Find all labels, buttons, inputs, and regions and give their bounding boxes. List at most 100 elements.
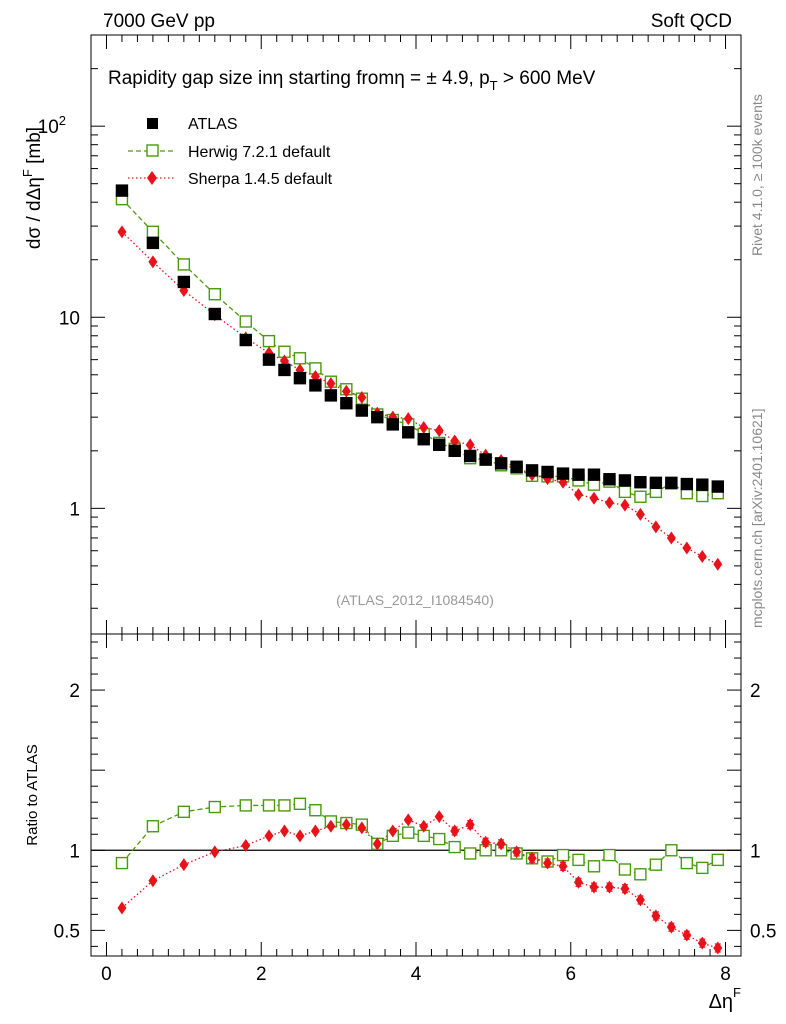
atlas-point (494, 457, 508, 470)
x-tick-label: 6 (565, 964, 576, 985)
ratio-sherpa-point (326, 819, 336, 833)
ratio-sherpa-point (419, 819, 429, 833)
ratio-y-tick-label: 0.5 (54, 921, 80, 942)
ratio-herwig-point (587, 860, 601, 873)
ratio-frame (90, 633, 742, 957)
atlas-point (402, 426, 415, 439)
herwig-point (618, 485, 632, 499)
atlas-point (680, 477, 694, 491)
herwig-point (208, 288, 222, 301)
ratio-y-tick-label-right: 0.5 (750, 921, 776, 942)
herwig-line (121, 198, 718, 498)
ratio-herwig-point (309, 804, 322, 817)
sherpa-point (620, 498, 630, 512)
sherpa-point (403, 412, 413, 426)
ratio-sherpa-point (210, 845, 220, 859)
ratio-herwig-point (665, 844, 678, 857)
main-title: Rapidity gap size inη starting fromη = ±… (108, 68, 596, 93)
ratio-sherpa-point (651, 909, 661, 923)
ratio-sherpa-point (697, 936, 707, 950)
axes-layer: 0 2 4 6 8 1 10 102 0.5 0.5 1 1 2 2 (38, 34, 776, 985)
atlas-point (649, 476, 663, 490)
sherpa-point (682, 541, 692, 555)
ratio-sherpa-point (465, 818, 475, 832)
ratio-herwig-point (146, 820, 160, 833)
sherpa-point (117, 225, 127, 239)
ratio-herwig-point (556, 848, 570, 862)
sherpa-point (419, 420, 429, 434)
atlas-point (587, 468, 601, 481)
ratio-sherpa-point (635, 893, 645, 907)
ratio-herwig-point (463, 847, 477, 860)
atlas-point (208, 307, 222, 321)
sherpa-point (341, 384, 351, 398)
atlas-point (525, 464, 539, 477)
series-layer (115, 184, 724, 955)
atlas-point (371, 410, 384, 424)
ratio-sherpa-point (589, 880, 599, 894)
ratio-sherpa-point (295, 829, 305, 843)
herwig-point (262, 334, 276, 348)
atlas-point (309, 379, 322, 392)
atlas-point (572, 468, 585, 481)
atlas-point (324, 389, 338, 402)
ratio-sherpa-point (241, 838, 251, 852)
title-sub: T (490, 78, 498, 93)
ratio-sherpa-point (148, 874, 158, 888)
sherpa-line (121, 231, 719, 565)
ratio-herwig-point (433, 832, 446, 846)
title-part-a: Rapidity gap size in (108, 68, 273, 89)
ratio-sherpa-point (341, 818, 351, 832)
atlas-point (386, 418, 399, 431)
legend-sherpa-marker (147, 171, 157, 185)
main-ylabel-a: dσ / dΔη (24, 177, 45, 249)
sherpa-point (604, 496, 614, 510)
sherpa-point (148, 255, 158, 269)
atlas-point (355, 404, 369, 417)
legend-atlas-label: ATLAS (188, 116, 238, 133)
legend-herwig-label: Herwig 7.2.1 default (188, 144, 331, 161)
ratio-sherpa-point (357, 821, 367, 835)
ratio-sherpa-point (666, 920, 676, 934)
title-part-c: η = ± 4.9, p (394, 68, 489, 89)
atlas-point (603, 473, 616, 486)
atlas-point (340, 397, 353, 410)
legend-herwig-marker (146, 144, 159, 157)
atlas-point (665, 476, 678, 490)
xlabel-sup: F (733, 985, 741, 1000)
herwig-point (696, 489, 709, 503)
atlas-point (634, 476, 647, 489)
ratio-sherpa-point (279, 824, 289, 838)
ratio-y-tick-label: 2 (69, 681, 80, 702)
ratio-herwig-point (618, 863, 632, 876)
sherpa-point (697, 549, 707, 563)
legend-sherpa-label: Sherpa 1.4.5 default (188, 171, 333, 188)
atlas-point (556, 467, 570, 480)
ratio-herwig-point (208, 800, 222, 814)
sherpa-point (651, 520, 661, 534)
ratio-sherpa-point (574, 875, 583, 889)
sherpa-point (326, 377, 336, 391)
atlas-point (433, 438, 446, 452)
ratio-herwig-point (572, 853, 585, 867)
legend: ATLAS Herwig 7.2.1 default Sherpa 1.4.5 … (128, 116, 333, 188)
header-right: Soft QCD (651, 11, 732, 32)
atlas-point (262, 353, 276, 366)
herwig-point (293, 352, 307, 365)
sherpa-point (635, 507, 645, 521)
herwig-point (634, 490, 647, 503)
ratio-sherpa-point (682, 928, 692, 942)
mcplots-label: mcplots.cern.ch [arXiv:2401.10621] (749, 409, 765, 628)
header-left: 7000 GeV pp (103, 11, 215, 32)
atlas-point (618, 474, 632, 487)
x-tick-label: 4 (411, 964, 422, 985)
y-tick-label: 10 (59, 308, 80, 329)
atlas-point (448, 444, 461, 458)
ratio-sherpa-point (620, 882, 630, 896)
ratio-sherpa-point (450, 824, 460, 838)
ratio-herwig-point (278, 799, 291, 812)
y-tick-label: 102 (38, 113, 66, 138)
title-part-b: η starting from (273, 68, 394, 89)
ratio-sherpa-point (403, 813, 413, 827)
ratio-herwig-point (634, 868, 647, 881)
